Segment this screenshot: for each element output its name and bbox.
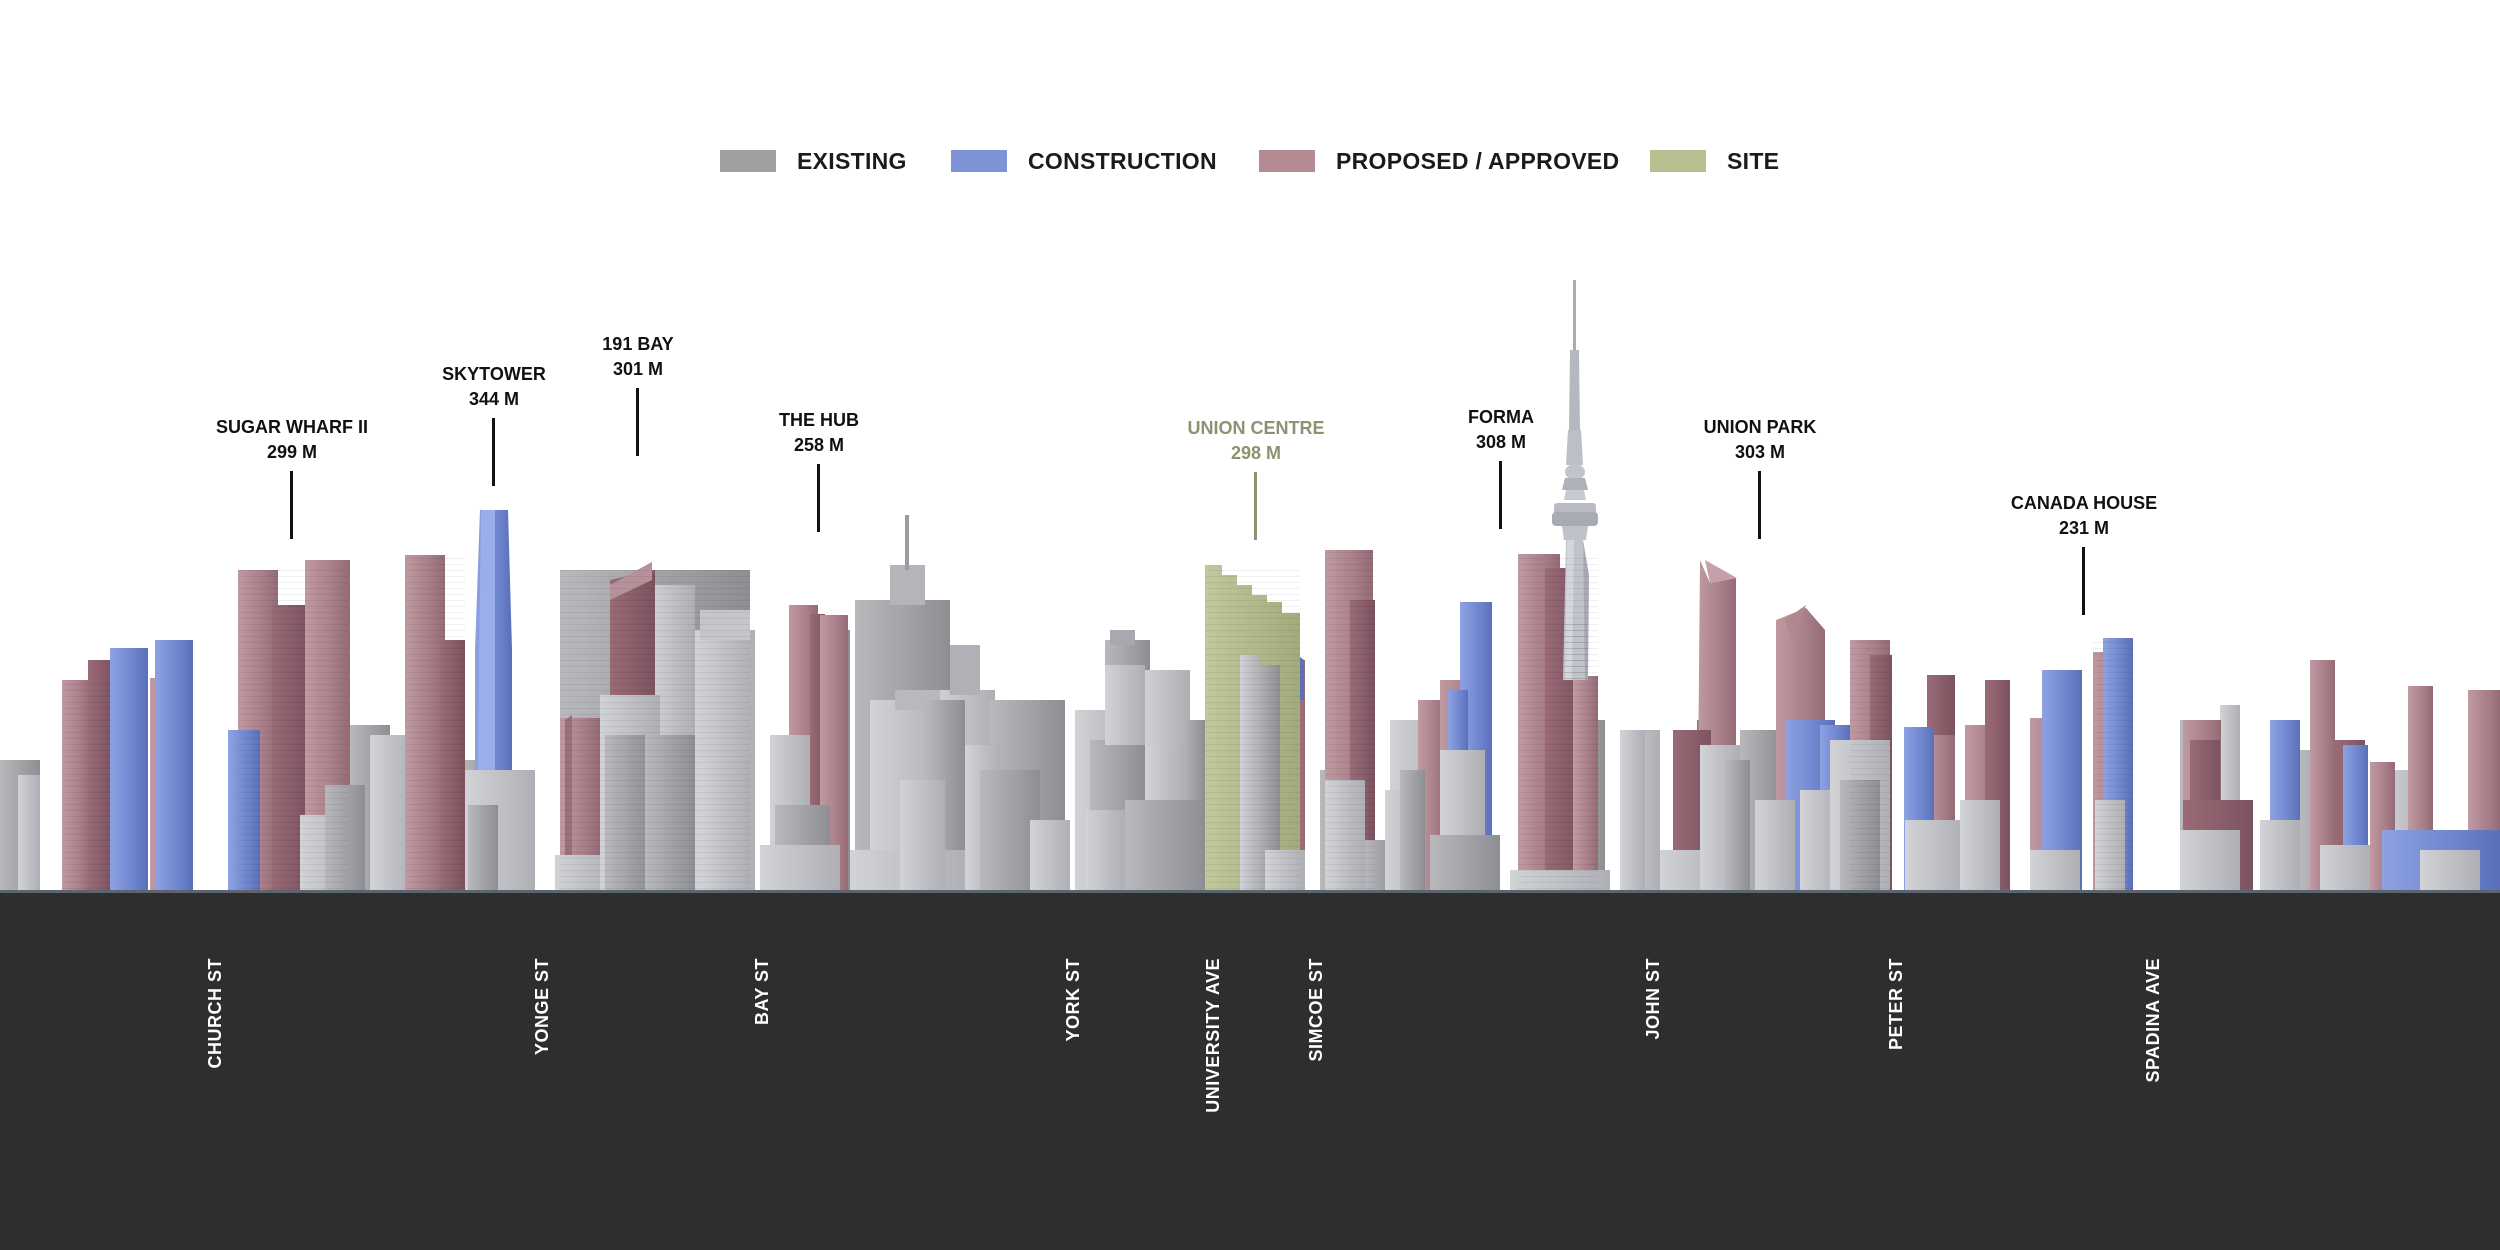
tower-height: 258 M [793, 435, 845, 455]
floor-lines [62, 550, 2133, 890]
legend: EXISTING CONSTRUCTION PROPOSED / APPROVE… [0, 144, 2500, 178]
tower-name: THE HUB [779, 410, 859, 430]
skyline-illustration [0, 280, 2500, 890]
tower-height: 303 M [1734, 442, 1786, 462]
legend-item-site: SITE [1650, 144, 1779, 178]
tower-name: UNION CENTRE [1187, 418, 1325, 438]
tower-callout-union-park: UNION PARK 303 M [1640, 415, 1880, 539]
tower-height: 298 M [1230, 443, 1282, 463]
leader-line [1254, 472, 1257, 540]
tower-height: 299 M [266, 442, 318, 462]
tower-callout-the-hub: THE HUB 258 M [699, 408, 939, 532]
tower-name: CANADA HOUSE [2010, 493, 2158, 513]
ground-band [0, 893, 2500, 1250]
leader-line [636, 388, 639, 456]
ground-edge [0, 890, 2500, 895]
legend-label-site: SITE [1727, 147, 1780, 174]
legend-swatch-proposed [1259, 150, 1315, 172]
tower-name: UNION PARK [1703, 417, 1817, 437]
leader-line [1758, 471, 1761, 539]
legend-item-proposed: PROPOSED / APPROVED [1259, 144, 1619, 178]
legend-label-existing: EXISTING [797, 147, 907, 174]
tower-callout-union-centre: UNION CENTRE 298 M [1136, 416, 1376, 540]
tower-height: 231 M [2058, 518, 2110, 538]
legend-swatch-existing [720, 150, 776, 172]
tower-name: 191 BAY [602, 334, 674, 354]
legend-item-existing: EXISTING [720, 144, 907, 178]
tower-callout-forma: FORMA 308 M [1381, 405, 1621, 529]
tower-callout-skytower: SKYTOWER 344 M [374, 362, 614, 486]
leader-line [1499, 461, 1502, 529]
tower-callout-sugar-wharf-ii: SUGAR WHARF II 299 M [172, 415, 412, 539]
tower-name: FORMA [1468, 407, 1534, 427]
tower-name: SKYTOWER [442, 364, 546, 384]
tower-height: 344 M [468, 389, 520, 409]
leader-line [492, 418, 495, 486]
legend-label-proposed: PROPOSED / APPROVED [1336, 147, 1620, 174]
legend-label-construction: CONSTRUCTION [1028, 147, 1217, 174]
leader-line [2082, 547, 2085, 615]
tower-height: 301 M [612, 359, 664, 379]
tower-name: SUGAR WHARF II [216, 417, 368, 437]
legend-item-construction: CONSTRUCTION [951, 144, 1217, 178]
tower-height: 308 M [1475, 432, 1527, 452]
tower-callout-191-bay: 191 BAY 301 M [518, 332, 758, 456]
leader-line [290, 471, 293, 539]
legend-swatch-site [1650, 150, 1706, 172]
tower-callout-canada-house: CANADA HOUSE 231 M [1964, 491, 2204, 615]
leader-line [817, 464, 820, 532]
legend-swatch-construction [951, 150, 1007, 172]
